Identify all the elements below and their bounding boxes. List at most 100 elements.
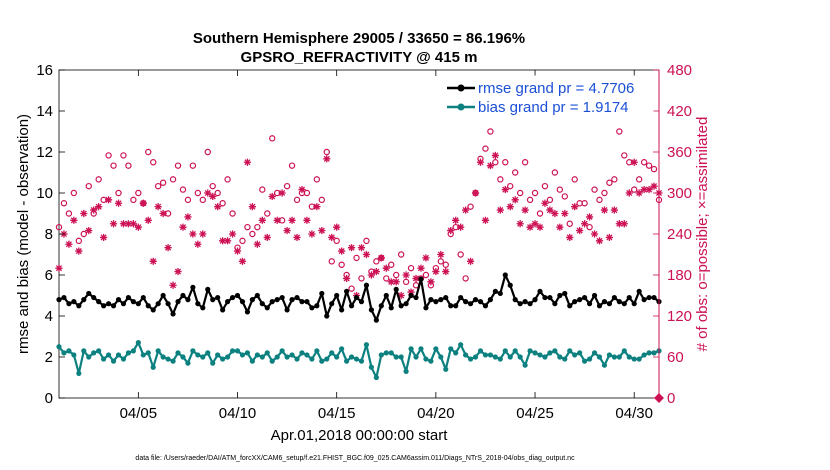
rmse-point <box>418 276 424 282</box>
bias-point <box>249 358 255 364</box>
y2-tick-label: 120 <box>667 308 692 325</box>
obs-assimilated-point <box>402 271 410 279</box>
rmse-point <box>274 297 280 303</box>
obs-possible-point <box>561 193 568 200</box>
chart-title: Southern Hemisphere 29005 / 33650 = 86.1… <box>193 30 525 47</box>
bias-point <box>552 348 558 354</box>
bias-point <box>572 352 578 358</box>
obs-possible-point <box>115 189 122 197</box>
rmse-point <box>532 297 538 303</box>
obs-assimilated-point <box>427 278 435 286</box>
obs-possible-point <box>497 176 504 183</box>
bias-point <box>125 350 132 356</box>
bias-point <box>269 358 275 364</box>
bias-point <box>492 354 498 360</box>
obs-assimilated-point <box>258 216 266 224</box>
rmse-point <box>512 297 518 303</box>
rmse-point <box>264 305 270 311</box>
bias-point <box>621 348 627 354</box>
y2-tick-label: 420 <box>667 103 692 120</box>
bias-point <box>562 356 568 362</box>
bias-point <box>408 346 414 352</box>
rmse-point <box>596 303 603 309</box>
obs-assimilated-point <box>154 203 162 211</box>
obs-possible-point <box>616 128 623 135</box>
rmse-point <box>81 297 87 303</box>
rmse-point <box>646 294 652 301</box>
bias-point <box>150 364 156 370</box>
bias-point <box>61 350 67 356</box>
bias-point <box>577 350 583 356</box>
obs-possible-point <box>239 237 246 245</box>
bias-point <box>175 350 181 356</box>
rmse-point <box>527 301 533 307</box>
bias-point <box>229 348 236 354</box>
obs-assimilated-point <box>338 247 346 255</box>
rmse-point <box>572 299 578 305</box>
rmse-point <box>249 297 255 303</box>
bias-point <box>215 352 221 358</box>
bias-point <box>463 352 469 358</box>
bias-point <box>413 354 419 360</box>
obs-assimilated-point <box>164 244 172 252</box>
legend-rmse-label: rmse grand pr = 4.7706 <box>478 80 634 97</box>
bias-point <box>160 354 166 360</box>
obs-possible-point <box>249 230 256 238</box>
obs-possible-point <box>80 230 87 238</box>
bias-point <box>81 348 87 354</box>
obs-possible-point <box>442 261 449 268</box>
bias-point <box>135 340 141 346</box>
bias-point <box>586 356 593 362</box>
bias-point <box>329 350 335 356</box>
obs-assimilated-point <box>288 216 296 224</box>
bias-point <box>373 374 379 381</box>
obs-possible-point <box>60 200 68 207</box>
rmse-point <box>180 292 186 299</box>
rmse-point <box>403 301 409 307</box>
bias-point <box>517 354 523 360</box>
series-layer <box>55 128 663 381</box>
rmse-point <box>453 303 459 309</box>
obs-assimilated-point <box>248 203 256 211</box>
rmse-point <box>155 301 161 307</box>
bias-point <box>304 352 310 358</box>
y-tick-label: 2 <box>45 349 53 366</box>
rmse-point <box>229 294 236 301</box>
obs-assimilated-point <box>551 209 559 218</box>
bias-point <box>542 354 548 360</box>
obs-assimilated-point <box>387 278 395 286</box>
rmse-point <box>467 301 474 307</box>
rmse-point <box>200 305 206 311</box>
bias-point <box>96 348 102 354</box>
x-tick-label: 04/30 <box>615 405 653 422</box>
obs-possible-point <box>259 186 266 193</box>
bias-point <box>616 354 622 360</box>
obs-assimilated-point <box>481 216 490 224</box>
bias-point <box>195 352 201 358</box>
rmse-point <box>601 299 608 305</box>
obs-possible-point <box>303 189 311 197</box>
obs-possible-point <box>363 237 370 245</box>
obs-possible-point <box>601 189 608 197</box>
obs-assimilated-point <box>347 244 356 252</box>
obs-possible-point <box>184 196 192 204</box>
rmse-point <box>368 307 374 313</box>
obs-assimilated-point <box>298 185 306 194</box>
rmse-point <box>448 303 454 309</box>
bias-point <box>547 350 553 356</box>
x-tick-label: 04/20 <box>417 405 455 422</box>
bias-point <box>497 356 503 362</box>
obs-assimilated-point <box>466 257 475 265</box>
obs-assimilated-point <box>169 281 177 289</box>
bias-point <box>200 354 206 360</box>
rmse-point <box>344 288 350 294</box>
bias-point <box>299 350 305 356</box>
obs-possible-point <box>293 196 301 204</box>
obs-possible-point <box>437 258 445 265</box>
rmse-point <box>517 301 523 307</box>
obs-possible-point <box>645 162 653 169</box>
obs-assimilated-point <box>506 203 514 211</box>
obs-assimilated-point <box>189 230 197 238</box>
bias-point <box>105 352 112 358</box>
